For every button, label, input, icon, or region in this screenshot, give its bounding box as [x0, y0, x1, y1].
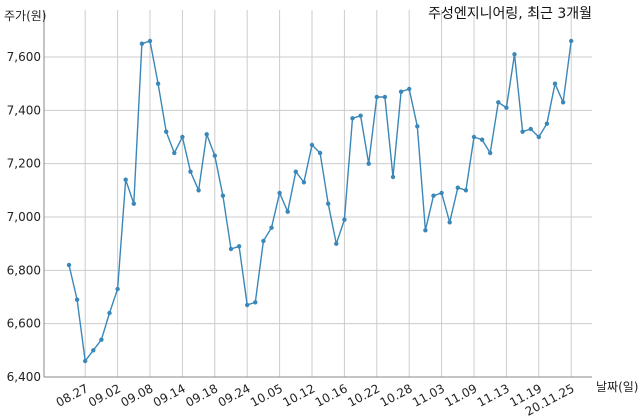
data-point	[212, 153, 217, 158]
data-point	[431, 193, 436, 198]
y-tick-label: 7,600	[7, 50, 41, 64]
data-point	[293, 169, 298, 174]
chart-title: 주성엔지니어링, 최근 3개월	[428, 6, 592, 22]
x-axis-label: 날짜(일)	[596, 380, 638, 394]
data-point	[504, 105, 509, 110]
x-tick-label: 10.05	[248, 381, 285, 409]
data-point	[447, 220, 452, 225]
data-point	[155, 81, 161, 86]
data-point	[398, 89, 404, 94]
data-point	[512, 52, 517, 57]
data-point	[188, 169, 193, 174]
y-tick-label: 6,600	[7, 317, 41, 331]
price-points	[66, 38, 574, 364]
grid	[44, 10, 592, 378]
data-point	[309, 142, 315, 148]
x-tick-label: 09.18	[183, 381, 220, 409]
data-point	[342, 217, 347, 222]
data-point	[463, 188, 469, 193]
data-point	[496, 100, 501, 105]
data-point	[544, 121, 550, 126]
data-point	[220, 193, 226, 198]
data-point	[301, 180, 307, 185]
data-point	[164, 129, 169, 134]
data-point	[123, 177, 128, 182]
data-point	[83, 358, 88, 364]
x-tick-label: 09.02	[86, 381, 123, 409]
x-tick-label: 10.16	[313, 381, 350, 409]
data-point	[139, 41, 145, 46]
data-point	[277, 190, 282, 196]
y-tick-label: 7,400	[7, 103, 41, 117]
data-point	[358, 113, 363, 118]
data-point	[382, 94, 388, 100]
data-point	[204, 132, 209, 137]
y-tick-label: 6,400	[7, 370, 41, 384]
y-tick-label: 7,000	[7, 210, 41, 224]
data-point	[261, 238, 266, 244]
data-point	[407, 86, 412, 92]
data-point	[180, 134, 185, 140]
data-point	[99, 337, 104, 342]
x-tick-label: 11.09	[442, 381, 479, 409]
data-point	[66, 262, 72, 268]
data-point	[390, 174, 396, 180]
data-point	[488, 150, 493, 156]
x-tick-labels: 08.2709.0209.0809.1409.1809.2410.0510.12…	[54, 381, 577, 418]
data-point	[253, 300, 258, 305]
x-tick-label: 09.08	[118, 381, 155, 409]
data-point	[479, 137, 485, 142]
x-tick-label: 10.28	[378, 381, 415, 409]
data-point	[552, 81, 558, 86]
data-point	[236, 244, 242, 249]
data-point	[74, 297, 80, 302]
data-point	[317, 150, 323, 156]
y-tick-label: 6,800	[7, 263, 41, 277]
price-line	[68, 40, 572, 363]
data-point	[520, 129, 525, 134]
data-point	[269, 225, 274, 230]
data-point	[569, 38, 574, 44]
data-point	[455, 185, 460, 190]
data-point	[245, 302, 250, 308]
data-point	[326, 201, 331, 206]
data-point	[471, 134, 477, 140]
data-point	[285, 209, 290, 214]
x-tick-label: 09.14	[151, 381, 188, 409]
axes	[43, 10, 592, 378]
data-point	[439, 190, 444, 196]
data-point	[115, 286, 120, 292]
x-tick-label: 10.12	[280, 381, 317, 409]
y-tick-label: 7,200	[7, 157, 41, 171]
data-point	[91, 348, 96, 353]
data-point	[107, 310, 112, 316]
x-tick-label: 11.03	[410, 381, 447, 409]
x-tick-label: 11.13	[475, 381, 512, 409]
data-point	[147, 38, 153, 44]
data-point	[172, 150, 177, 156]
data-point	[334, 241, 339, 246]
x-tick-label: 08.27	[54, 381, 91, 409]
data-point	[350, 116, 355, 121]
data-point	[131, 201, 136, 206]
y-axis-label: 주가(원)	[4, 9, 46, 23]
data-point	[415, 124, 420, 129]
data-point	[228, 246, 234, 252]
data-point	[366, 161, 371, 166]
data-point	[536, 134, 541, 140]
data-point	[423, 228, 428, 233]
x-tick-label: 10.22	[345, 381, 382, 409]
data-point	[374, 94, 379, 100]
x-tick-label: 09.24	[216, 381, 253, 409]
y-tick-labels: 6,400 6,600 6,800 7,000 7,200 7,400 7,600	[7, 50, 41, 384]
data-point	[196, 188, 201, 193]
data-point	[528, 126, 533, 132]
data-point	[560, 100, 566, 105]
